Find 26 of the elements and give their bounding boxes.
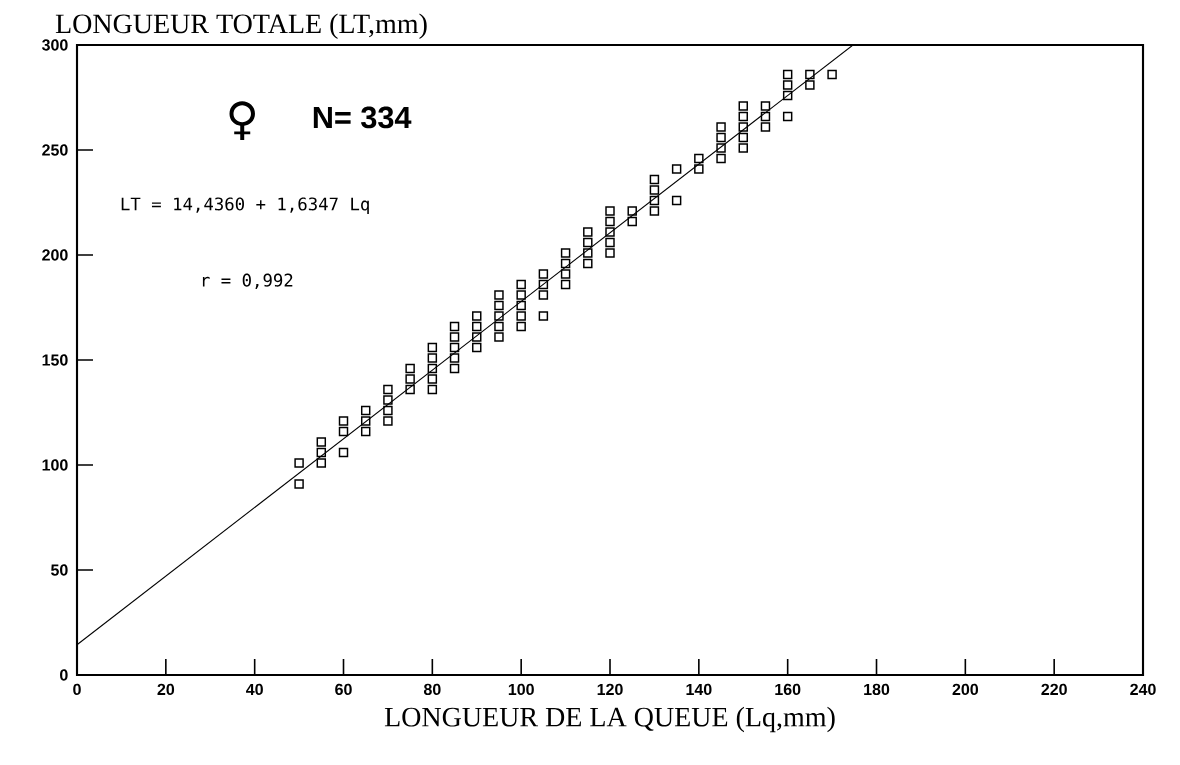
x-tick-label: 220: [1041, 683, 1067, 696]
x-tick-label: 100: [508, 683, 534, 696]
x-tick-label: 200: [952, 683, 979, 696]
annotation: LT = 14,4360 + 1,6347 Lq: [121, 197, 369, 214]
x-tick-label: 140: [686, 683, 712, 696]
y-tick-label: 150: [42, 354, 68, 366]
y-tick-label: 200: [42, 249, 68, 261]
x-axis-title: LONGUEUR DE LA QUEUE (Lq,mm): [384, 706, 835, 733]
annotation: r = 0,992: [202, 273, 293, 289]
y-tick-label: 100: [42, 459, 68, 471]
y-tick-label: 250: [42, 144, 68, 156]
x-tick-label: 0: [73, 683, 81, 696]
x-tick-label: 240: [1130, 683, 1156, 696]
x-tick-label: 60: [335, 683, 352, 696]
x-tick-label: 80: [423, 683, 441, 696]
x-tick-label: 160: [775, 683, 801, 696]
y-tick-label: 0: [60, 669, 68, 681]
y-tick-label: 300: [41, 39, 68, 51]
x-tick-label: 20: [157, 683, 175, 696]
x-tick-label: 120: [597, 683, 623, 696]
annotation: N= 334: [313, 106, 412, 129]
y-tick-label: 50: [51, 564, 68, 576]
x-tick-label: 40: [246, 683, 263, 696]
y-axis-title: LONGUEUR TOTALE (LT,mm): [55, 13, 427, 39]
annotation: ♀: [229, 101, 255, 141]
x-tick-label: 180: [864, 683, 890, 696]
